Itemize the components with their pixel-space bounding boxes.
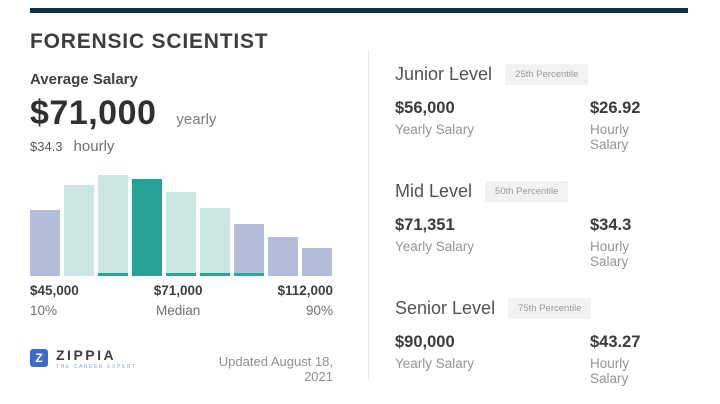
axis-median: $71,000 Median [154,283,203,318]
page-title: FORENSIC SCIENTIST [30,30,269,53]
zippia-logo-icon: Z [30,349,48,367]
level-mid-percentile-badge: 50th Percentile [485,181,569,202]
histogram-axis: $45,000 10% $71,000 Median $112,000 90% [30,283,333,318]
axis-10th: $45,000 10% [30,283,79,318]
average-yearly-unit: yearly [176,111,217,128]
level-senior-hourly-value: $43.27 [590,333,641,351]
axis-90th-sublabel: 90% [305,303,333,318]
axis-10th-sublabel: 10% [30,303,58,318]
histogram-bar [302,248,332,276]
histogram-bar [64,185,94,276]
level-mid-yearly-label: Yearly Salary [395,239,475,254]
histogram-bar [234,224,264,276]
level-section-mid: Mid Level 50th Percentile $71,351 $34.3 … [395,181,670,269]
level-junior-values: $56,000 $26.92 [395,99,670,117]
level-junior-header: Junior Level 25th Percentile [395,64,670,85]
axis-90th-value: $112,000 [277,283,333,298]
level-junior-yearly-label: Yearly Salary [395,122,475,137]
level-junior-percentile-badge: 25th Percentile [505,64,589,85]
vertical-divider [368,50,369,380]
histogram-bar [98,175,128,276]
level-section-junior: Junior Level 25th Percentile $56,000 $26… [395,64,670,152]
level-junior-yearly-value: $56,000 [395,99,455,117]
axis-median-value: $71,000 [153,283,203,298]
histogram-bar-base-strip [234,273,264,276]
salary-histogram [30,175,333,276]
level-mid-values: $71,351 $34.3 [395,216,670,234]
level-mid-header: Mid Level 50th Percentile [395,181,670,202]
level-senior-values: $90,000 $43.27 [395,333,670,351]
level-senior-name: Senior Level [395,298,496,318]
axis-median-sublabel: Median [155,303,201,318]
level-junior-hourly-value: $26.92 [590,99,641,117]
average-yearly-row: $71,000 yearly [30,94,216,133]
zippia-wordmark: ZIPPIA THE CAREER EXPERT [56,347,137,370]
updated-date: Updated August 18, 2021 [218,354,333,384]
level-senior-header: Senior Level 75th Percentile [395,298,670,319]
top-accent-bar [30,8,688,13]
average-salary-label: Average Salary [30,71,138,88]
average-hourly-unit: hourly [73,138,115,155]
histogram-bar [200,208,230,276]
histogram-bar-base-strip [200,273,230,276]
level-section-senior: Senior Level 75th Percentile $90,000 $43… [395,298,670,386]
zippia-tagline: THE CAREER EXPERT [56,364,137,370]
level-mid-value-labels: Yearly Salary Hourly Salary [395,239,670,269]
axis-90th: $112,000 90% [277,283,333,318]
level-mid-hourly-value: $34.3 [590,216,632,234]
average-yearly-value: $71,000 [30,94,157,132]
histogram-bar-base-strip [98,273,128,276]
level-mid-yearly-value: $71,351 [395,216,455,234]
level-mid-name: Mid Level [395,181,473,201]
histogram-bar [268,237,298,276]
zippia-brand-name: ZIPPIA [56,347,117,363]
zippia-logo: Z ZIPPIA THE CAREER EXPERT [30,347,137,370]
level-mid-hourly-label: Hourly Salary [590,239,630,269]
level-senior-hourly-label: Hourly Salary [590,356,630,386]
average-hourly-row: $34.3 hourly [30,138,114,155]
level-junior-value-labels: Yearly Salary Hourly Salary [395,122,670,152]
histogram-bar [166,192,196,276]
histogram-bar-base-strip [166,273,196,276]
level-senior-yearly-label: Yearly Salary [395,356,475,371]
axis-10th-value: $45,000 [30,283,79,298]
histogram-bar [30,210,60,276]
level-senior-yearly-value: $90,000 [395,333,455,351]
histogram-bar [132,179,162,276]
level-junior-hourly-label: Hourly Salary [590,122,630,152]
level-junior-name: Junior Level [395,64,493,84]
average-hourly-value: $34.3 [30,139,63,154]
level-senior-value-labels: Yearly Salary Hourly Salary [395,356,670,386]
level-senior-percentile-badge: 75th Percentile [508,298,592,319]
